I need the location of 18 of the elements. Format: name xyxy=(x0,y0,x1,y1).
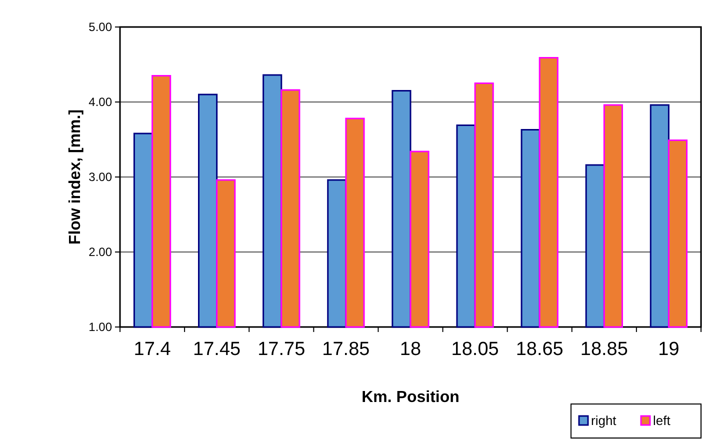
x-tick-label: 18 xyxy=(400,339,422,360)
y-tick-label: 4.00 xyxy=(88,95,112,110)
x-tick-label: 19 xyxy=(658,339,680,360)
legend-label: right xyxy=(591,413,617,428)
x-tick-label: 18.85 xyxy=(580,339,628,360)
x-tick-label: 17.4 xyxy=(134,339,172,360)
y-tick-label: 5.00 xyxy=(88,20,112,34)
x-tick-label: 17.75 xyxy=(258,339,306,360)
y-tick-label: 2.00 xyxy=(88,245,112,260)
y-axis-title: Flow index, [mm.] xyxy=(67,109,84,245)
x-tick-label: 18.65 xyxy=(516,339,564,360)
y-tick-label: 1.00 xyxy=(88,320,112,334)
x-tick-label: 17.45 xyxy=(193,339,241,360)
x-tick-label: 17.85 xyxy=(322,339,370,360)
x-axis-title: Km. Position xyxy=(362,389,460,406)
x-tick-label: 18.05 xyxy=(451,339,499,360)
legend-label: left xyxy=(653,413,671,428)
y-tick-label: 3.00 xyxy=(88,170,112,184)
